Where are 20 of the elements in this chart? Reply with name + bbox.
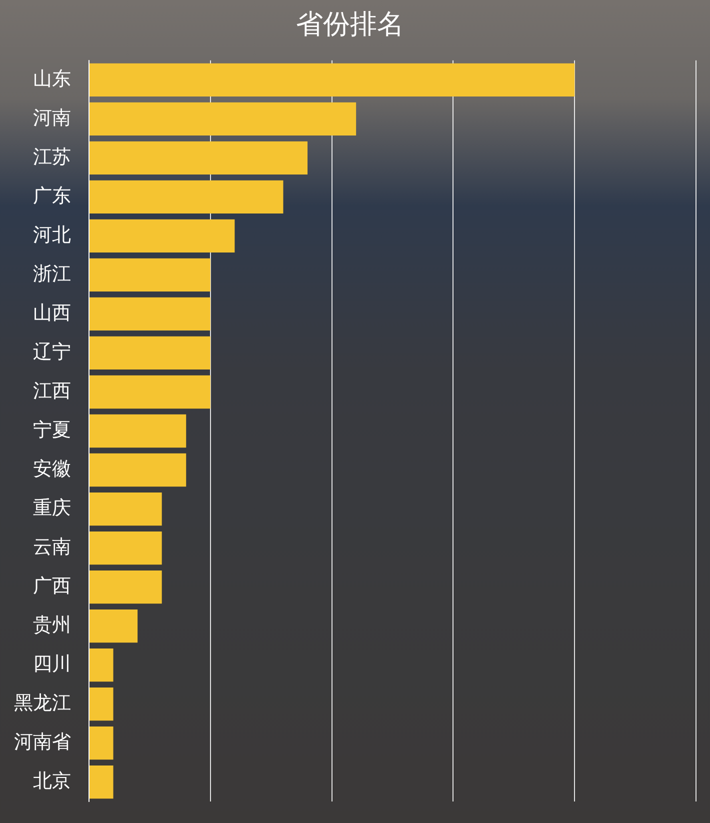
- y-tick-label: 宁夏: [33, 418, 71, 441]
- y-tick-label: 江苏: [33, 146, 71, 168]
- y-tick-label: 广西: [33, 574, 71, 597]
- y-tick-label: 安徽: [33, 458, 71, 480]
- y-tick-label: 辽宁: [33, 340, 71, 363]
- chart-title: 省份排名: [296, 9, 404, 40]
- y-tick-label: 北京: [33, 770, 71, 792]
- y-tick-label: 广东: [33, 184, 71, 207]
- y-tick-label: 重庆: [33, 496, 71, 519]
- y-tick-label: 山东: [33, 68, 71, 90]
- y-tick-label: 河南: [33, 106, 71, 129]
- y-tick-label: 浙江: [33, 262, 71, 285]
- y-tick-label: 河南省: [14, 731, 71, 754]
- y-tick-label: 黑龙江: [14, 692, 71, 714]
- y-tick-label: 山西: [33, 302, 71, 324]
- y-tick-label: 云南: [33, 536, 71, 558]
- y-tick-label: 江西: [33, 380, 71, 402]
- y-tick-label: 贵州: [33, 614, 71, 636]
- y-tick-label: 四川: [33, 653, 71, 675]
- y-tick-label: 河北: [33, 224, 71, 246]
